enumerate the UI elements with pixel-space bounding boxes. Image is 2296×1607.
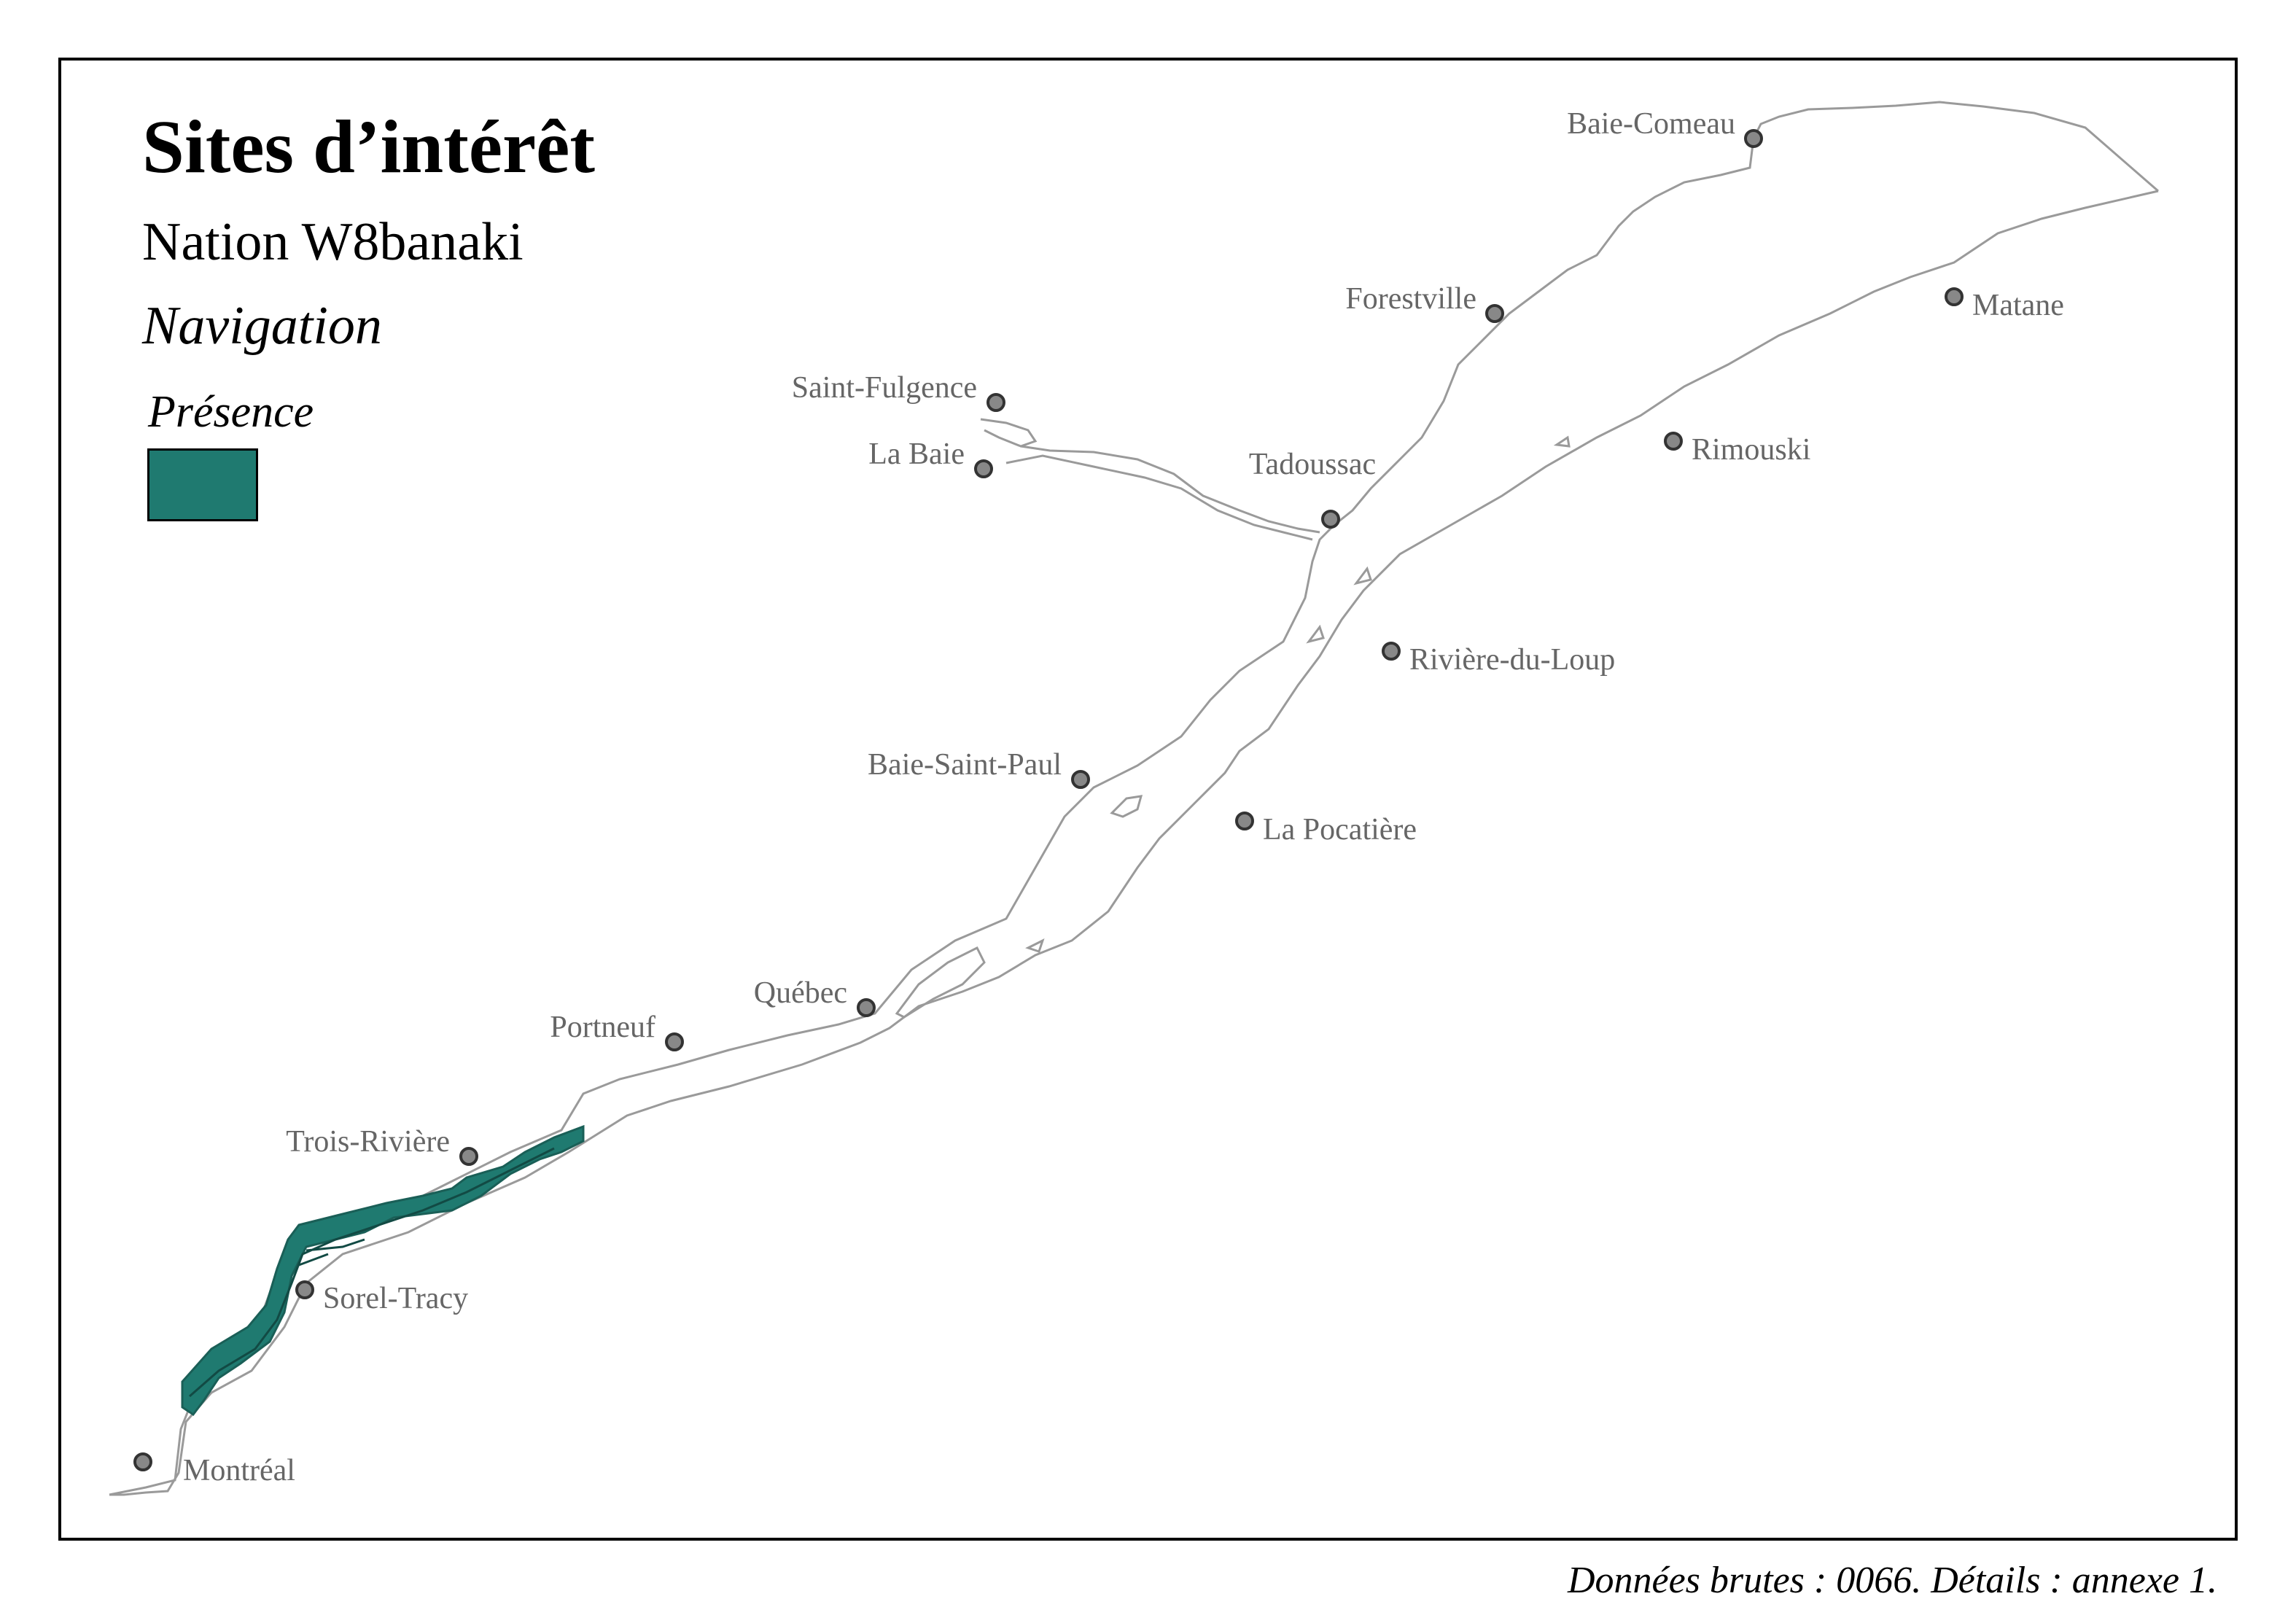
city-label-forestville: Forestville	[1345, 282, 1476, 316]
city-label-la-pocatiere: La Pocatière	[1263, 813, 1417, 847]
river-north-shore	[109, 101, 2159, 1496]
city-marker-riviere-du-loup	[1382, 642, 1401, 661]
city-label-saint-fulgence: Saint-Fulgence	[792, 371, 977, 405]
city-marker-matane	[1945, 287, 1964, 306]
city-marker-la-pocatiere	[1235, 812, 1254, 830]
city-marker-rimouski	[1664, 432, 1683, 451]
presence-zone-channels	[189, 1147, 555, 1398]
island-small-1	[1025, 435, 1571, 953]
saguenay-fjord	[980, 418, 1320, 541]
city-label-montreal: Montréal	[183, 1454, 295, 1487]
city-label-rimouski: Rimouski	[1692, 433, 1810, 467]
city-label-baie-comeau: Baie-Comeau	[1567, 107, 1735, 141]
map-theme: Navigation	[142, 296, 382, 356]
city-label-baie-saint-paul: Baie-Saint-Paul	[868, 748, 1062, 782]
city-label-portneuf: Portneuf	[550, 1011, 655, 1044]
city-marker-la-baie	[974, 459, 993, 478]
city-marker-portneuf	[665, 1032, 684, 1051]
city-marker-quebec	[857, 998, 876, 1017]
city-marker-sorel-tracy	[295, 1280, 314, 1299]
city-label-matane: Matane	[1972, 289, 2064, 322]
city-label-la-baie: La Baie	[868, 437, 965, 471]
city-label-tadoussac: Tadoussac	[1249, 448, 1376, 481]
city-marker-tadoussac	[1321, 510, 1340, 529]
city-marker-montreal	[133, 1452, 152, 1471]
map-title: Sites d’intérêt	[142, 105, 595, 189]
city-label-trois-riviere: Trois-Rivière	[286, 1125, 450, 1159]
city-marker-saint-fulgence	[986, 393, 1005, 412]
legend-presence-swatch	[147, 448, 258, 521]
legend-title: Présence	[148, 387, 314, 437]
island-coudres	[1110, 795, 1143, 818]
city-label-quebec: Québec	[754, 976, 847, 1010]
presence-zone	[181, 1124, 585, 1417]
city-label-sorel-tracy: Sorel-Tracy	[323, 1282, 468, 1315]
island-orleans	[895, 946, 986, 1019]
cities-layer: Baie-Comeau Forestville Matane Saint-Fulgen…	[133, 107, 2064, 1487]
city-marker-baie-saint-paul	[1071, 770, 1090, 789]
city-marker-baie-comeau	[1744, 129, 1763, 148]
city-marker-forestville	[1485, 304, 1504, 323]
source-credit: Données brutes : 0066. Détails : annexe …	[1567, 1560, 2217, 1601]
map-subtitle: Nation W8banaki	[142, 212, 524, 272]
city-label-riviere-du-loup: Rivière-du-Loup	[1409, 643, 1615, 677]
map-frame	[58, 58, 2238, 1541]
city-marker-trois-riviere	[459, 1147, 478, 1166]
